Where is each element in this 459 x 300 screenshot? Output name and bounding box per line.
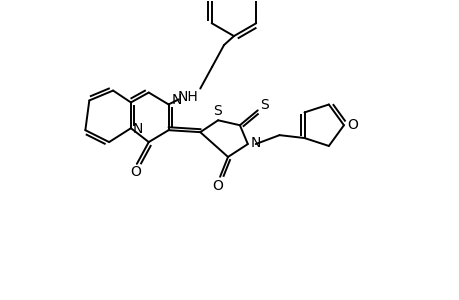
Text: O: O [347,118,358,132]
Text: O: O [130,165,141,179]
Text: S: S [212,104,221,118]
Text: N: N [250,136,260,150]
Text: N: N [171,94,181,107]
Text: O: O [212,179,223,193]
Text: S: S [260,98,269,112]
Text: N: N [132,122,143,136]
Text: NH: NH [178,89,198,103]
